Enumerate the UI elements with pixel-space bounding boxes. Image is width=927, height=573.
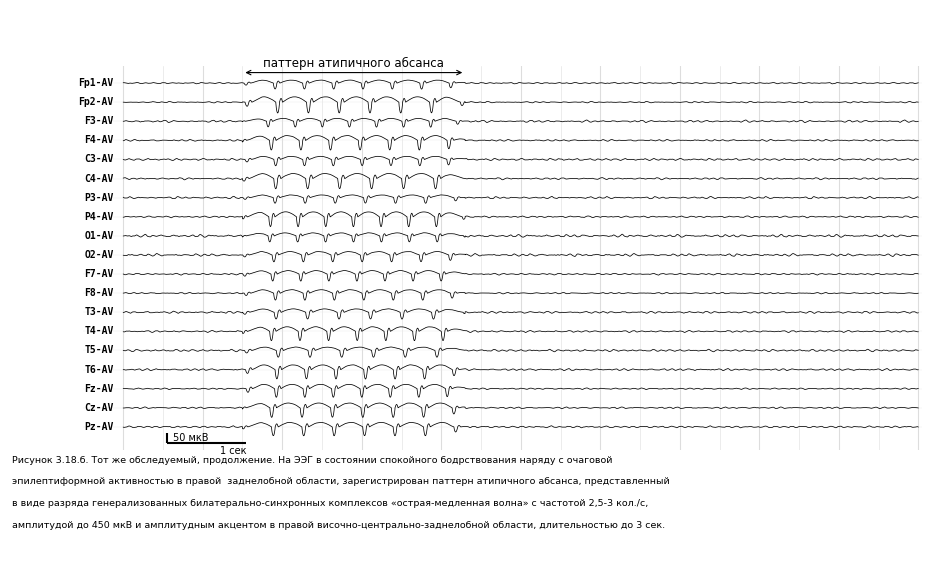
Text: амплитудой до 450 мкВ и амплитудным акцентом в правой височно-центрально-заднело: амплитудой до 450 мкВ и амплитудным акце… (12, 521, 666, 530)
Text: C3-AV: C3-AV (84, 155, 114, 164)
Text: F7-AV: F7-AV (84, 269, 114, 279)
Text: O1-AV: O1-AV (84, 231, 114, 241)
Text: F8-AV: F8-AV (84, 288, 114, 298)
Text: 50 мкВ: 50 мкВ (173, 433, 209, 443)
Text: T3-AV: T3-AV (84, 307, 114, 317)
Text: эпилептиформной активностью в правой  заднелобной области, зарегистрирован патте: эпилептиформной активностью в правой зад… (12, 477, 670, 486)
Text: F4-AV: F4-AV (84, 135, 114, 146)
Text: O2-AV: O2-AV (84, 250, 114, 260)
Text: 1 сек: 1 сек (220, 446, 247, 456)
Text: P3-AV: P3-AV (84, 193, 114, 203)
Text: T6-AV: T6-AV (84, 364, 114, 375)
Text: T5-AV: T5-AV (84, 346, 114, 355)
Text: в виде разряда генерализованных билатерально-синхронных комплексов «острая-медле: в виде разряда генерализованных билатера… (12, 499, 648, 508)
Text: Pz-AV: Pz-AV (84, 422, 114, 432)
Text: P4-AV: P4-AV (84, 212, 114, 222)
Text: Cz-AV: Cz-AV (84, 403, 114, 413)
Text: Fp1-AV: Fp1-AV (79, 78, 114, 88)
Text: Fz-AV: Fz-AV (84, 384, 114, 394)
Text: паттерн атипичного абсанса: паттерн атипичного абсанса (263, 57, 444, 70)
Text: C4-AV: C4-AV (84, 174, 114, 183)
Text: Рисунок 3.18.б. Тот же обследуемый, продолжение. На ЭЭГ в состоянии спокойного б: Рисунок 3.18.б. Тот же обследуемый, прод… (12, 456, 613, 465)
Text: T4-AV: T4-AV (84, 327, 114, 336)
Text: Fp2-AV: Fp2-AV (79, 97, 114, 107)
Text: F3-AV: F3-AV (84, 116, 114, 126)
